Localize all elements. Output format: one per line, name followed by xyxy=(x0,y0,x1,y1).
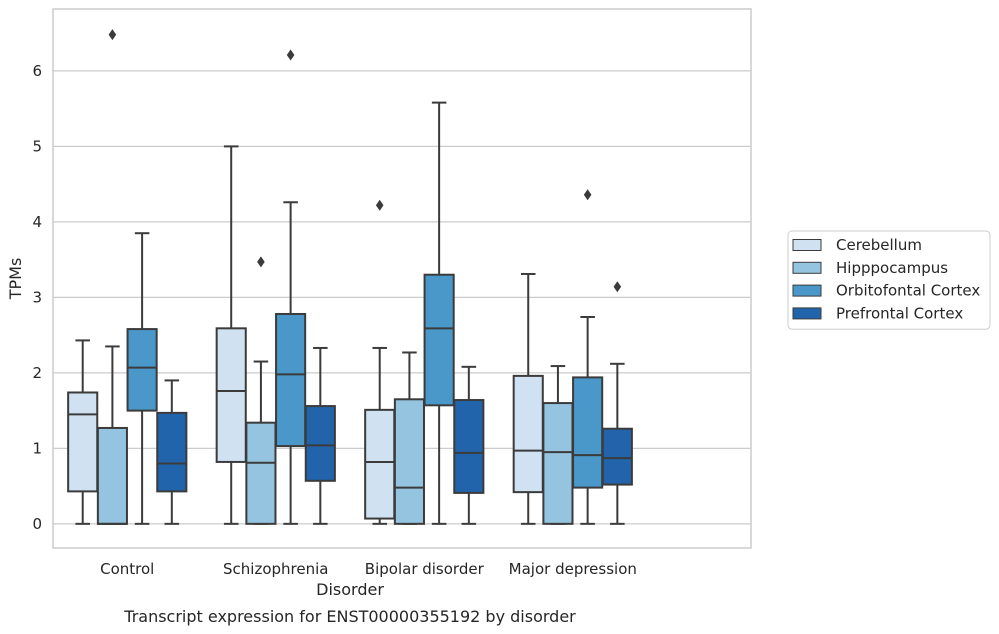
box-orbitofontal-cortex xyxy=(423,101,455,525)
y-tick-label: 2 xyxy=(32,364,42,382)
y-tick-label: 6 xyxy=(32,62,42,80)
y-axis-ticks: 0 1 2 3 4 5 6 xyxy=(32,62,42,533)
legend-entry: Cerebellum xyxy=(836,236,922,254)
x-axis-label: Disorder xyxy=(316,580,384,599)
x-axis-ticks: Control Schizophrenia Bipolar disorder Majo… xyxy=(100,560,637,578)
box-cerebellum xyxy=(364,199,396,525)
legend-entry: Prefrontal Cortex xyxy=(836,304,963,322)
plot-frame xyxy=(52,8,752,549)
box-prefrontal-cortex xyxy=(156,379,188,525)
box-body xyxy=(512,374,544,494)
boxes xyxy=(67,29,633,525)
box-cerebellum xyxy=(512,272,544,525)
x-tick-label: Schizophrenia xyxy=(223,560,328,578)
outlier-point xyxy=(375,199,384,211)
outlier-point xyxy=(257,256,265,268)
box-hipppocampus xyxy=(393,351,425,525)
box-prefrontal-cortex xyxy=(601,281,633,525)
x-tick-label: Control xyxy=(100,560,154,578)
box-body xyxy=(275,312,307,448)
box-body xyxy=(304,405,336,482)
box-orbitofontal-cortex xyxy=(126,232,158,525)
x-tick-label: Bipolar disorder xyxy=(365,560,485,578)
box-body xyxy=(572,376,604,489)
box-body xyxy=(601,427,633,486)
box-body xyxy=(423,273,455,407)
box-orbitofontal-cortex xyxy=(572,189,604,525)
box-hipppocampus xyxy=(542,365,574,525)
chart-caption: Transcript expression for ENST0000035519… xyxy=(123,607,576,626)
y-tick-label: 5 xyxy=(32,137,42,155)
legend-swatch xyxy=(792,261,822,274)
box-hipppocampus xyxy=(245,256,277,525)
legend-entry: Hipppocampus xyxy=(836,259,948,277)
box-body xyxy=(364,408,396,520)
box-body xyxy=(156,411,188,493)
box-body xyxy=(542,402,574,525)
y-tick-label: 1 xyxy=(32,439,42,457)
box-prefrontal-cortex xyxy=(453,365,485,525)
legend-swatch xyxy=(792,307,822,320)
x-tick-label: Major depression xyxy=(509,560,637,578)
box-body xyxy=(215,327,247,463)
y-axis-label: TPMs xyxy=(6,258,25,301)
box-body xyxy=(245,421,277,525)
box-cerebellum xyxy=(215,145,247,525)
box-body xyxy=(453,399,485,494)
y-tick-label: 4 xyxy=(32,213,42,231)
outlier-point xyxy=(613,281,622,293)
box-body xyxy=(126,328,158,412)
y-tick-label: 0 xyxy=(32,515,42,533)
box-body xyxy=(96,426,128,525)
legend-entry: Orbitofontal Cortex xyxy=(836,282,980,300)
legend: Cerebellum Hipppocampus Orbitofontal Corte… xyxy=(787,230,991,330)
box-body xyxy=(67,391,99,493)
outlier-point xyxy=(286,49,295,61)
outlier-point xyxy=(108,29,117,41)
box-body xyxy=(393,398,425,525)
box-hipppocampus xyxy=(96,29,128,525)
legend-swatch xyxy=(792,284,822,297)
legend-frame xyxy=(787,230,991,330)
legend-swatch xyxy=(792,239,822,251)
y-tick-label: 3 xyxy=(32,288,42,306)
box-prefrontal-cortex xyxy=(304,346,336,525)
outlier-point xyxy=(583,189,592,201)
box-orbitofontal-cortex xyxy=(275,49,307,525)
